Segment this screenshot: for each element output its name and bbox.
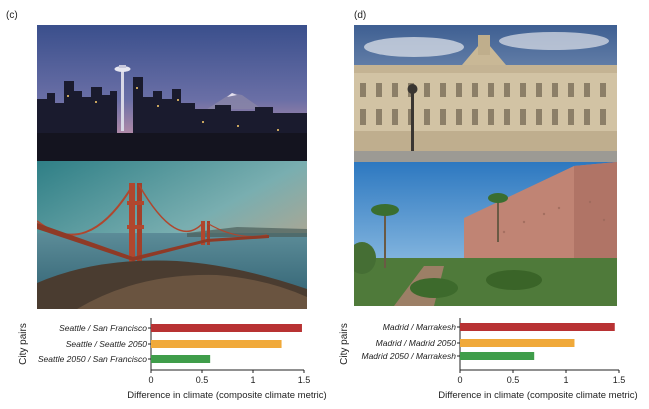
bar [151,355,211,363]
seattle-skyline-photo [37,25,307,161]
x-axis-label: Difference in climate (composite climate… [127,390,326,401]
x-tick-label: 0.5 [196,375,209,385]
x-axis-label: Difference in climate (composite climate… [438,390,637,401]
madrid-royal-palace-photo [354,25,617,162]
y-axis-label: City pairs [339,323,350,365]
panel-label-c: (c) [6,10,18,21]
marrakesh-city-wall-photo [354,162,617,306]
x-tick-label: 0 [148,375,153,385]
bar [460,352,535,360]
x-tick-label: 1.5 [613,375,626,385]
category-label: Seattle / Seattle 2050 [66,339,148,349]
x-tick-label: 0.5 [507,375,520,385]
category-label: Madrid / Madrid 2050 [376,338,457,348]
y-axis-label: City pairs [18,323,29,365]
bar [151,324,302,332]
category-label: Seattle / San Francisco [59,323,147,333]
golden-gate-bridge-photo [37,161,307,309]
x-tick-label: 1 [563,375,568,385]
bar [460,339,575,347]
panel-label-d: (d) [354,10,367,21]
category-label: Madrid / Marrakesh [383,322,456,332]
x-tick-label: 0 [457,375,462,385]
bar [151,340,282,348]
x-tick-label: 1 [250,375,255,385]
category-label: Madrid 2050 / Marrakesh [362,351,457,361]
x-tick-label: 1.5 [298,375,311,385]
category-label: Seattle 2050 / San Francisco [38,354,147,364]
bar [460,323,615,331]
